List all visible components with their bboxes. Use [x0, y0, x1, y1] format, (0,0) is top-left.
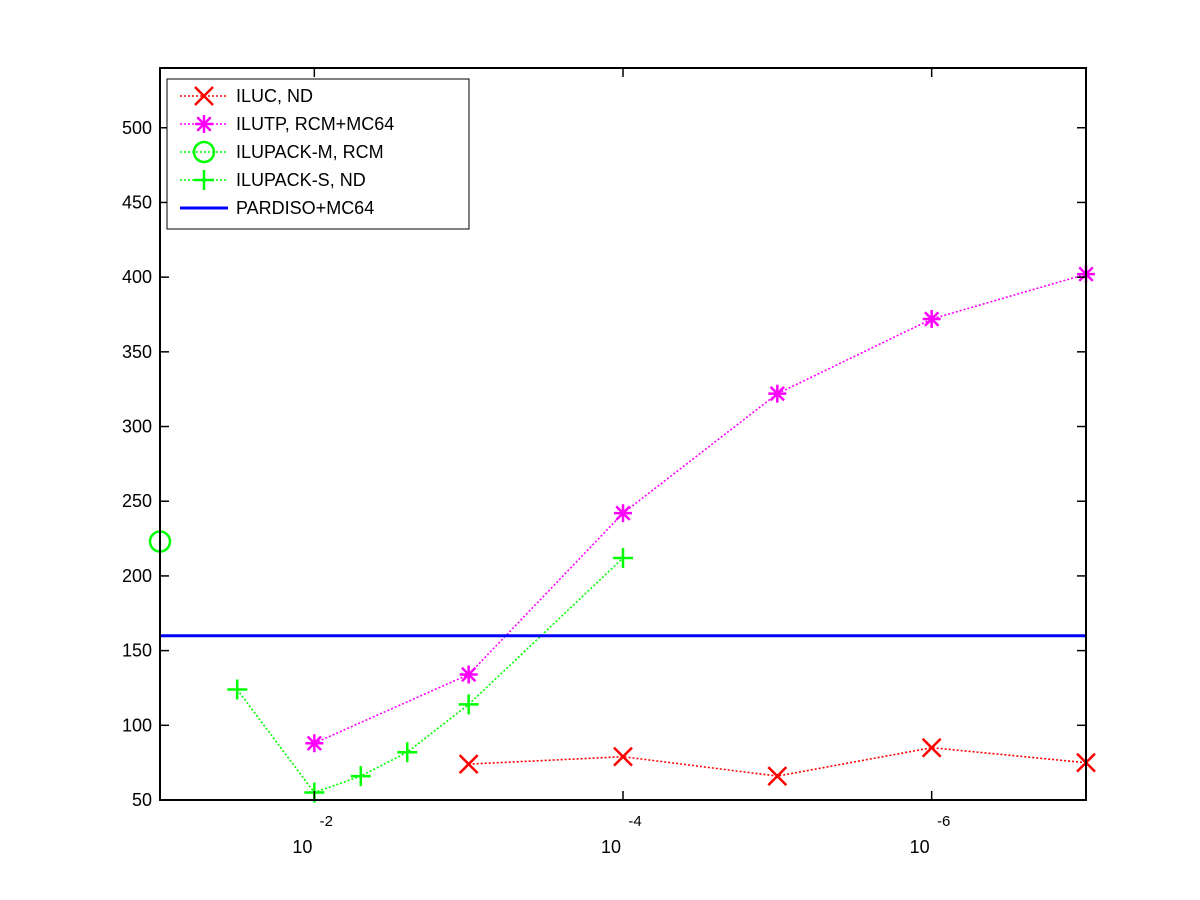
x-tick-label-base: 10 — [601, 837, 621, 857]
data-point — [305, 734, 324, 753]
legend: ILUC, ND ILUTP, RCM+MC64 ILUPACK-M, RCM ILU… — [166, 78, 470, 230]
y-tick-label: 150 — [122, 641, 152, 661]
legend-item: ILUC, ND — [180, 86, 313, 106]
legend-label: ILUC, ND — [236, 86, 313, 106]
y-tick-label: 300 — [122, 417, 152, 437]
y-tick-label: 250 — [122, 491, 152, 511]
y-axis: 50 100 150 200 250 300 350 400 450 500 — [122, 118, 1086, 810]
x-tick-label-exponent: -4 — [628, 813, 641, 830]
data-point — [613, 746, 633, 767]
y-tick-label: 50 — [132, 790, 152, 810]
y-tick-label: 500 — [122, 118, 152, 138]
legend-item: ILUTP, RCM+MC64 — [180, 114, 394, 134]
data-point — [458, 754, 479, 775]
legend-marker — [194, 170, 214, 190]
data-point — [767, 766, 788, 786]
y-tick-label: 200 — [122, 566, 152, 586]
legend-label: ILUPACK-M, RCM — [236, 142, 384, 162]
data-point — [397, 742, 418, 763]
x-tick-label-base: 10 — [292, 837, 312, 857]
legend-marker — [195, 115, 213, 133]
x-axis: 10 -2 10 -4 10 -6 — [292, 68, 950, 857]
legend-item: ILUPACK-M, RCM — [180, 140, 384, 164]
data-point — [768, 384, 787, 403]
legend-item: ILUPACK-S, ND — [180, 170, 366, 190]
series-line — [313, 273, 1087, 744]
x-tick-label-exponent: -6 — [937, 813, 950, 830]
legend-label: ILUPACK-S, ND — [236, 170, 366, 190]
legend-marker — [192, 140, 216, 164]
data-point — [227, 679, 248, 700]
plot-marks — [148, 265, 1096, 803]
legend-marker — [194, 86, 214, 106]
series-line — [236, 557, 624, 794]
data-point — [458, 694, 479, 715]
y-tick-label: 450 — [122, 192, 152, 212]
legend-label: PARDISO+MC64 — [236, 198, 374, 218]
legend-box — [166, 78, 470, 230]
data-point — [922, 309, 941, 328]
legend-label: ILUTP, RCM+MC64 — [236, 114, 394, 134]
data-point — [613, 547, 633, 568]
series-3 — [227, 547, 633, 803]
data-point — [350, 766, 371, 787]
y-tick-label: 100 — [122, 715, 152, 735]
x-tick-label-exponent: -2 — [320, 813, 333, 830]
y-tick-label: 400 — [122, 267, 152, 287]
data-point — [614, 504, 632, 523]
x-tick-label-base: 10 — [910, 837, 930, 857]
legend-item: PARDISO+MC64 — [180, 198, 374, 218]
data-point — [459, 665, 478, 684]
data-point — [921, 737, 942, 758]
y-tick-label: 350 — [122, 342, 152, 362]
